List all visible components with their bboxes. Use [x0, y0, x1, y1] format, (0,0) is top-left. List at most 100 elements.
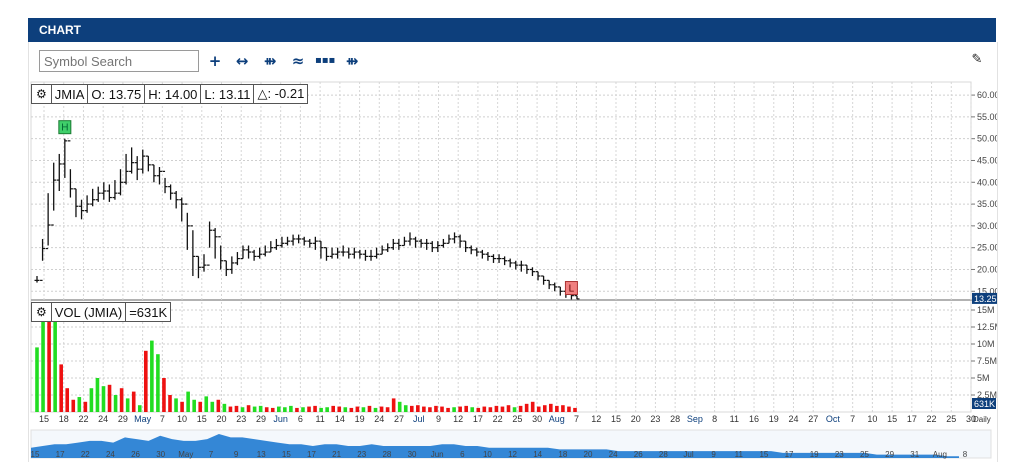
- last-price-label: 13.25: [974, 294, 997, 304]
- volume-bar: [234, 405, 239, 412]
- volume-bar: [549, 403, 553, 412]
- volume-bar: [446, 407, 450, 412]
- volume-bar: [276, 406, 281, 412]
- x-axis-label: 19: [769, 414, 779, 424]
- price-axis-label: 15.00: [977, 286, 997, 296]
- x-axis-label: 15: [887, 414, 897, 424]
- volume-bar: [573, 407, 577, 412]
- volume-bar: [367, 405, 372, 412]
- x-axis-period-label: Daily: [973, 415, 991, 424]
- legend-high: H: 14.00: [145, 85, 202, 103]
- navigator-axis-label: 8: [963, 450, 968, 459]
- navigator-axis-label: 6: [460, 450, 465, 459]
- volume-bar: [186, 391, 190, 412]
- navigator-axis-label: 15: [282, 450, 291, 459]
- volume-bar: [397, 401, 402, 412]
- navigator-axis-label: 29: [885, 450, 894, 459]
- x-axis-label: 12: [453, 414, 463, 424]
- navigator-axis-label: 15: [31, 450, 40, 459]
- navigator-axis-label: 17: [56, 450, 65, 459]
- volume-bar: [325, 407, 329, 412]
- volume-bar: [144, 350, 148, 412]
- volume-legend-value: =631K: [129, 304, 168, 320]
- volume-axis-label: 10M: [977, 339, 995, 349]
- x-axis-label: 7: [850, 414, 855, 424]
- navigator-axis-label: Aug: [933, 450, 947, 459]
- navigator-area: [31, 434, 991, 458]
- last-price-badge: [972, 292, 997, 304]
- volume-bar: [162, 378, 166, 412]
- navigator-axis-label: 26: [131, 450, 140, 459]
- chart-svg[interactable]: 60.00 55.00 50.00 45.00 40.00 35.00 30.00 25.00…: [29, 80, 997, 462]
- volume-bar: [270, 407, 275, 412]
- volume-bar: [422, 406, 426, 412]
- volume-bar: [210, 401, 215, 412]
- volume-bar: [113, 395, 118, 412]
- volume-bar: [295, 407, 299, 412]
- navigator-axis-label: 22: [81, 450, 90, 459]
- price-axis-label: 40.00: [977, 177, 997, 187]
- navigator-axis-label: 15: [759, 450, 768, 459]
- period-tool-icon[interactable]: ▪▪▪: [315, 55, 336, 66]
- volume-bar: [137, 405, 142, 412]
- volume-bar: [434, 405, 438, 412]
- volume-axis-label: 12.5M: [977, 322, 997, 332]
- volume-settings-gear-icon[interactable]: ⚙: [32, 303, 52, 321]
- volume-bar: [518, 405, 523, 412]
- volume-bar: [379, 406, 384, 412]
- x-axis-label: 19: [355, 414, 365, 424]
- x-axis-label: 25: [946, 414, 956, 424]
- chart-area[interactable]: 60.00 55.00 50.00 45.00 40.00 35.00 30.00 25.00…: [28, 80, 998, 462]
- volume-bar: [373, 407, 378, 412]
- volume-axis-label: 5M: [977, 373, 990, 383]
- volume-bar: [403, 405, 408, 412]
- navigator-axis-label: 21: [332, 450, 341, 459]
- volume-bar: [488, 407, 493, 412]
- x-axis-label: 24: [788, 414, 798, 424]
- legend-low: L: 13.11: [201, 85, 255, 103]
- high-marker-label: H: [61, 123, 68, 134]
- volume-bar: [482, 406, 487, 412]
- volume-bar: [131, 391, 136, 412]
- volume-bar: [506, 405, 511, 412]
- eraser-icon[interactable]: ✎: [971, 52, 983, 67]
- volume-bar: [283, 407, 287, 412]
- volume-bar: [71, 399, 76, 412]
- measure-tool-icon[interactable]: ↔: [235, 52, 249, 70]
- x-axis-label: 22: [493, 414, 503, 424]
- navigator-axis-label: 24: [609, 450, 618, 459]
- legend-change: △: -0.21: [257, 86, 305, 101]
- volume-bar: [524, 403, 529, 412]
- volume-bar: [240, 407, 245, 412]
- volume-bar: [512, 407, 517, 412]
- x-axis-label: 12: [591, 414, 601, 424]
- navigator-axis-label: 30: [156, 450, 165, 459]
- compare-tool-icon[interactable]: ⇻: [263, 52, 277, 70]
- symbol-search-input[interactable]: [39, 50, 199, 72]
- indicator-tool-icon[interactable]: ≈: [291, 52, 305, 70]
- price-settings-gear-icon[interactable]: ⚙: [32, 85, 52, 103]
- volume-bar: [59, 364, 63, 412]
- volume-bar: [156, 354, 160, 412]
- volume-bar: [416, 405, 420, 412]
- crosshair-tool-icon[interactable]: +: [208, 52, 222, 70]
- navigator-axis-label: 10: [483, 450, 492, 459]
- x-axis-label: 28: [670, 414, 680, 424]
- x-axis-label: 23: [650, 414, 660, 424]
- draw-tool-icon[interactable]: ⇻: [345, 52, 359, 70]
- volume-bar: [331, 405, 336, 412]
- x-axis-label: 16: [749, 414, 759, 424]
- volume-bar: [101, 386, 106, 412]
- volume-bar: [53, 316, 57, 412]
- volume-bar: [258, 405, 263, 412]
- volume-bar: [65, 388, 70, 412]
- navigator-axis-label: 19: [810, 450, 819, 459]
- x-axis-label: 23: [236, 414, 246, 424]
- chart-toolbar: + ↔ ⇻ ≈ ▪▪▪ ⇻ ✎: [28, 42, 998, 80]
- x-axis-label: 27: [808, 414, 818, 424]
- volume-bar: [89, 388, 94, 412]
- volume-bar: [494, 405, 499, 412]
- price-axis-label: 60.00: [977, 90, 997, 100]
- x-axis-label: Aug: [549, 414, 565, 424]
- volume-bar: [313, 405, 317, 412]
